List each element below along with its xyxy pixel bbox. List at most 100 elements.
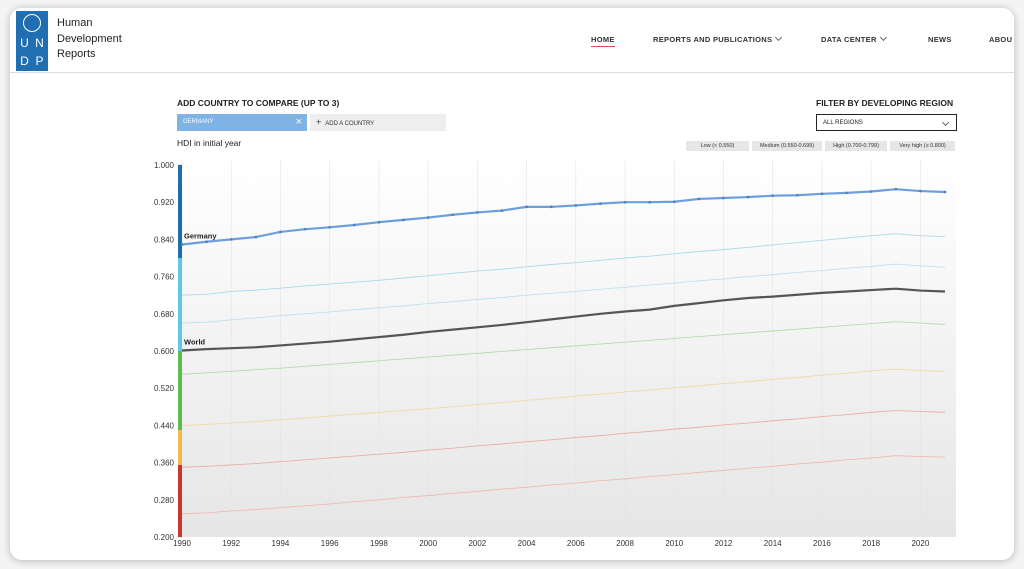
series-line xyxy=(181,410,946,468)
remove-icon[interactable]: × xyxy=(295,116,302,128)
plus-icon: + xyxy=(316,117,322,127)
data-point xyxy=(746,195,750,199)
series-line xyxy=(181,368,946,426)
series-line xyxy=(181,188,946,246)
hdi-band xyxy=(178,258,182,351)
legend-item[interactable]: Very high (≥ 0.800) xyxy=(890,141,955,151)
legend-item[interactable]: High (0.700-0.799) xyxy=(825,141,887,151)
data-point xyxy=(205,240,208,244)
legend-item[interactable]: Low (< 0.550) xyxy=(686,141,749,151)
logo-letter: U xyxy=(20,36,29,50)
logo-letter: P xyxy=(35,54,44,68)
data-point xyxy=(402,218,405,222)
data-point xyxy=(623,200,627,204)
data-point xyxy=(476,211,479,214)
hdi-band xyxy=(178,464,182,537)
x-tick-label: 2016 xyxy=(813,539,831,548)
y-tick-label: 1.000 xyxy=(154,161,175,170)
x-tick-label: 2002 xyxy=(468,539,486,548)
data-point xyxy=(377,220,381,224)
y-tick-label: 0.920 xyxy=(154,198,175,207)
y-tick-label: 0.520 xyxy=(154,384,175,393)
site-title[interactable]: Development xyxy=(57,33,122,45)
x-tick-label: 1998 xyxy=(370,539,388,548)
series-line xyxy=(181,455,946,515)
legend-item[interactable]: Medium (0.550-0.699) xyxy=(752,141,822,151)
plot-background xyxy=(178,160,956,537)
data-point xyxy=(672,200,676,204)
data-point xyxy=(180,243,184,246)
data-point xyxy=(303,227,307,231)
nav-link[interactable]: REPORTS AND PUBLICATIONS xyxy=(653,33,783,44)
y-tick-label: 0.760 xyxy=(154,273,175,282)
nav-link[interactable]: DATA CENTER xyxy=(821,33,887,44)
data-point xyxy=(943,190,947,194)
data-point xyxy=(500,209,504,212)
x-tick-label: 2018 xyxy=(862,539,880,548)
site-header: U N D P Human Development Reports HOME R… xyxy=(10,8,1014,73)
country-chip[interactable]: GERMANY × xyxy=(177,114,307,131)
x-tick-label: 2006 xyxy=(567,539,585,548)
logo-letter: D xyxy=(20,54,29,68)
data-point xyxy=(254,235,258,239)
add-country[interactable]: + ADD A COUNTRY xyxy=(310,114,446,131)
hdi-band xyxy=(178,165,182,258)
y-tick-label: 0.440 xyxy=(154,421,175,430)
x-tick-label: 2020 xyxy=(911,539,929,548)
nav-text: REPORTS AND PUBLICATIONS xyxy=(653,35,773,44)
data-point xyxy=(648,200,651,204)
hdi-band xyxy=(178,430,182,465)
data-point xyxy=(796,193,799,197)
data-point xyxy=(229,238,233,241)
site-title[interactable]: Reports xyxy=(57,48,96,60)
series-line xyxy=(181,321,946,375)
x-tick-label: 2008 xyxy=(616,539,634,548)
series-label: World xyxy=(184,338,206,347)
x-tick-label: 2012 xyxy=(715,539,733,548)
data-point xyxy=(869,190,873,193)
nav-link[interactable]: NEWS xyxy=(928,35,952,44)
nav-text: DATA CENTER xyxy=(821,35,877,44)
add-text: ADD A COUNTRY xyxy=(325,121,375,127)
x-tick-label: 2000 xyxy=(419,539,437,548)
logo-letter: N xyxy=(35,36,44,50)
un-emblem xyxy=(23,14,41,32)
chart-subtitle: HDI in initial year xyxy=(177,138,242,148)
site-title[interactable]: Human xyxy=(57,17,93,29)
series-label: Germany xyxy=(184,232,217,241)
data-point xyxy=(352,223,356,227)
data-point xyxy=(328,226,331,229)
data-point xyxy=(599,202,602,205)
y-tick-label: 0.360 xyxy=(154,459,175,468)
x-tick-label: 1992 xyxy=(222,539,240,548)
nav-link[interactable]: HOME xyxy=(591,35,615,47)
data-point xyxy=(919,189,922,193)
data-point xyxy=(771,194,775,197)
y-tick-label: 0.600 xyxy=(154,347,175,356)
data-point xyxy=(525,205,528,209)
x-tick-label: 2010 xyxy=(665,539,683,548)
series-line xyxy=(181,263,946,324)
data-point xyxy=(894,187,898,191)
series-line xyxy=(181,287,946,352)
x-tick-label: 1996 xyxy=(321,539,339,548)
data-point xyxy=(845,191,848,195)
y-tick-label: 0.680 xyxy=(154,310,175,319)
y-tick-label: 0.280 xyxy=(154,496,175,505)
x-tick-label: 2014 xyxy=(764,539,782,548)
nav-link[interactable]: ABOU xyxy=(989,35,1013,44)
data-point xyxy=(549,205,553,209)
filter-label: FILTER BY DEVELOPING REGION xyxy=(816,98,954,108)
x-tick-label: 1994 xyxy=(272,539,290,548)
data-point xyxy=(574,204,578,207)
select-text: ALL REGIONS xyxy=(823,120,863,126)
compare-label: ADD COUNTRY TO COMPARE (UP TO 3) xyxy=(177,98,340,108)
hdi-band xyxy=(178,351,182,431)
data-point xyxy=(279,230,282,234)
series-line xyxy=(181,233,946,296)
region-select[interactable]: ALL REGIONS xyxy=(816,114,957,131)
undp-logo[interactable]: U N D P xyxy=(16,11,48,71)
data-point xyxy=(451,213,455,217)
